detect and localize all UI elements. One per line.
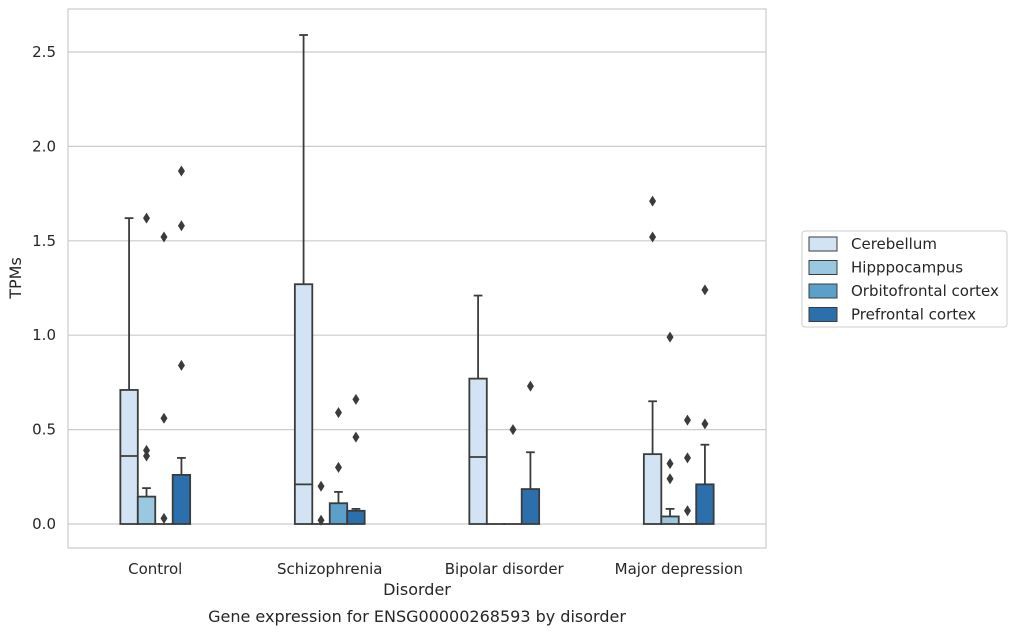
box-1-0 bbox=[293, 34, 314, 525]
outlier-point bbox=[666, 458, 674, 470]
outlier-point bbox=[666, 473, 674, 485]
outlier-point bbox=[317, 480, 325, 492]
outlier-point bbox=[160, 412, 168, 424]
y-tick-label: 1.5 bbox=[32, 232, 56, 250]
box-body bbox=[136, 495, 157, 525]
x-tick-label: Control bbox=[128, 560, 182, 578]
box-body bbox=[520, 488, 541, 525]
outlier-point bbox=[352, 431, 360, 443]
outlier-point bbox=[177, 165, 185, 177]
legend-swatch bbox=[808, 260, 838, 275]
y-axis-label: TPMs bbox=[6, 257, 25, 300]
x-tick-label: Bipolar disorder bbox=[445, 560, 565, 578]
outlier-point bbox=[701, 418, 709, 430]
x-axis-ticks: Control Schizophrenia Bipolar disorder Majo… bbox=[128, 560, 743, 578]
outlier-point bbox=[160, 231, 168, 243]
legend-label: Hipppocampus bbox=[851, 259, 963, 277]
box-3-0 bbox=[642, 195, 663, 525]
legend-swatch bbox=[808, 236, 838, 252]
y-tick-label: 1.0 bbox=[32, 326, 56, 344]
outlier-point bbox=[143, 444, 151, 456]
box-body bbox=[293, 283, 314, 525]
chart-caption: Gene expression for ENSG00000268593 by d… bbox=[208, 607, 626, 626]
box-3-3 bbox=[695, 284, 715, 525]
y-tick-label: 0.5 bbox=[32, 421, 56, 439]
legend-label: Prefrontal cortex bbox=[851, 306, 976, 324]
x-tick-label: Major depression bbox=[615, 560, 743, 578]
outlier-point bbox=[526, 380, 534, 392]
outlier-point bbox=[701, 284, 709, 296]
box-0-3 bbox=[171, 165, 192, 525]
box-body bbox=[346, 509, 366, 525]
outlier-point bbox=[177, 220, 185, 232]
outlier-point bbox=[649, 231, 657, 243]
legend-items: Cerebellum Hipppocampus Orbitofrontal cort… bbox=[808, 235, 999, 324]
outlier-point bbox=[352, 393, 360, 405]
legend-label: Orbitofrontal cortex bbox=[851, 282, 999, 300]
box-1-1 bbox=[311, 480, 331, 526]
box-body bbox=[695, 483, 715, 525]
outlier-point bbox=[317, 514, 325, 526]
y-tick-label: 2.5 bbox=[32, 43, 56, 61]
box-body bbox=[468, 377, 488, 525]
y-tick-label: 2.0 bbox=[32, 137, 56, 155]
outlier-point bbox=[143, 212, 151, 224]
box-0-1 bbox=[136, 212, 157, 525]
plot-frame bbox=[67, 8, 767, 549]
box-body bbox=[642, 453, 663, 525]
outlier-point bbox=[160, 512, 168, 524]
box-0-2 bbox=[154, 231, 174, 525]
outlier-point bbox=[683, 505, 691, 517]
box-body bbox=[660, 515, 680, 525]
box-0-0 bbox=[119, 217, 139, 525]
box-3-2 bbox=[677, 414, 698, 525]
box-body bbox=[328, 502, 349, 525]
legend-swatch bbox=[808, 307, 838, 322]
outlier-point bbox=[649, 195, 657, 207]
legend-label: Cerebellum bbox=[851, 235, 937, 253]
outlier-point bbox=[509, 424, 517, 436]
x-axis-label: Disorder bbox=[383, 580, 451, 599]
x-tick-label: Schizophrenia bbox=[277, 560, 382, 578]
box-3-1 bbox=[660, 331, 680, 525]
outlier-point bbox=[683, 452, 691, 464]
outlier-point bbox=[334, 407, 342, 419]
box-1-3 bbox=[346, 393, 366, 525]
box-1-2 bbox=[328, 407, 349, 525]
legend-swatch bbox=[808, 283, 838, 299]
legend-frame bbox=[801, 230, 1008, 328]
y-axis-ticks: 0.0 0.5 1.0 1.5 2.0 2.5 bbox=[32, 43, 56, 533]
y-tick-label: 0.0 bbox=[32, 515, 56, 533]
outlier-point bbox=[143, 450, 151, 462]
box-body bbox=[171, 474, 192, 525]
legend: Cerebellum Hipppocampus Orbitofrontal cort… bbox=[801, 230, 1008, 328]
box-2-0 bbox=[468, 294, 488, 525]
box-2-3 bbox=[520, 380, 541, 525]
outlier-point bbox=[683, 414, 691, 426]
outlier-point bbox=[334, 461, 342, 473]
box-groups bbox=[119, 34, 715, 526]
outlier-point bbox=[177, 359, 185, 371]
outlier-point bbox=[666, 331, 674, 343]
box-body bbox=[119, 389, 139, 525]
